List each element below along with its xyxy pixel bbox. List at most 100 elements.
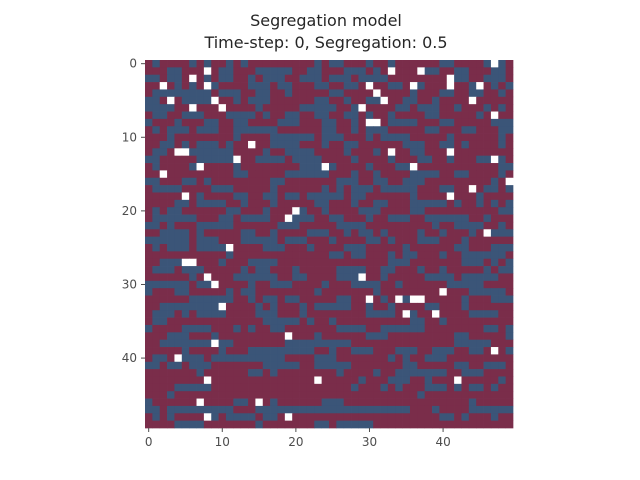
group-b-cell	[255, 148, 264, 157]
group-a-cell	[152, 126, 161, 134]
group-a-cell	[336, 89, 345, 98]
group-a-cell	[306, 133, 315, 142]
group-a-cell	[225, 405, 234, 414]
group-b-cell	[145, 185, 153, 193]
group-b-cell	[292, 74, 300, 83]
group-a-cell	[211, 185, 219, 193]
group-b-cell	[211, 104, 219, 112]
group-b-cell	[255, 361, 264, 370]
group-a-cell	[505, 199, 514, 208]
group-b-cell	[255, 244, 264, 252]
group-a-cell	[196, 155, 205, 164]
group-b-cell	[395, 170, 403, 179]
group-a-cell	[181, 302, 190, 311]
group-a-cell	[439, 266, 448, 274]
group-b-cell	[270, 89, 278, 98]
group-a-cell	[468, 347, 477, 355]
group-a-cell	[373, 67, 381, 76]
group-a-cell	[248, 280, 256, 289]
group-b-cell	[461, 317, 470, 326]
group-a-cell	[351, 221, 359, 230]
group-b-cell	[490, 163, 499, 171]
group-b-cell	[292, 324, 300, 333]
group-a-cell	[424, 376, 433, 385]
group-b-cell	[284, 251, 293, 260]
group-a-cell	[292, 133, 300, 142]
group-b-cell	[218, 96, 227, 105]
group-a-cell	[490, 413, 499, 421]
group-b-cell	[439, 332, 448, 341]
group-b-cell	[329, 266, 337, 274]
group-b-cell	[402, 126, 411, 134]
group-a-cell	[387, 324, 396, 333]
group-b-cell	[432, 295, 440, 304]
group-b-cell	[461, 310, 470, 318]
group-a-cell	[225, 251, 234, 260]
group-b-cell	[468, 140, 477, 149]
group-a-cell	[505, 118, 514, 127]
empty-cell	[218, 104, 227, 112]
group-a-cell	[218, 244, 227, 252]
group-a-cell	[439, 273, 448, 282]
group-a-cell	[159, 310, 168, 318]
group-b-cell	[380, 244, 389, 252]
group-b-cell	[454, 192, 462, 201]
group-b-cell	[189, 126, 197, 134]
group-a-cell	[189, 111, 197, 120]
group-b-cell	[152, 288, 161, 296]
group-b-cell	[373, 383, 381, 392]
group-b-cell	[255, 170, 264, 179]
group-b-cell	[454, 369, 462, 377]
group-a-cell	[299, 104, 308, 112]
group-a-cell	[174, 244, 183, 252]
group-a-cell	[284, 236, 293, 245]
group-a-cell	[314, 155, 322, 164]
group-b-cell	[380, 111, 389, 120]
group-a-cell	[292, 317, 300, 326]
group-a-cell	[417, 82, 426, 90]
group-a-cell	[461, 214, 470, 223]
group-a-cell	[181, 354, 190, 363]
group-b-cell	[387, 347, 396, 355]
group-b-cell	[380, 118, 389, 127]
group-a-cell	[189, 214, 197, 223]
group-a-cell	[454, 170, 462, 179]
group-b-cell	[152, 302, 161, 311]
group-b-cell	[277, 383, 286, 392]
group-b-cell	[409, 111, 418, 120]
group-b-cell	[167, 347, 175, 355]
group-a-cell	[336, 133, 345, 142]
group-b-cell	[233, 177, 242, 186]
group-a-cell	[270, 67, 278, 76]
group-a-cell	[358, 192, 367, 201]
group-a-cell	[152, 266, 161, 274]
group-b-cell	[159, 251, 168, 260]
group-b-cell	[189, 376, 197, 385]
group-a-cell	[203, 324, 212, 333]
group-b-cell	[174, 192, 183, 201]
group-b-cell	[189, 244, 197, 252]
group-a-cell	[306, 244, 315, 252]
group-a-cell	[145, 74, 153, 83]
group-a-cell	[365, 96, 374, 105]
group-b-cell	[387, 391, 396, 399]
group-a-cell	[461, 339, 470, 348]
group-b-cell	[380, 104, 389, 112]
group-a-cell	[343, 273, 352, 282]
group-b-cell	[299, 118, 308, 127]
group-b-cell	[321, 74, 330, 83]
group-b-cell	[358, 126, 367, 134]
group-b-cell	[468, 244, 477, 252]
group-b-cell	[159, 420, 168, 429]
group-a-cell	[270, 280, 278, 289]
group-b-cell	[483, 398, 492, 407]
group-a-cell	[351, 126, 359, 134]
group-a-cell	[292, 361, 300, 370]
group-b-cell	[336, 347, 345, 355]
group-b-cell	[306, 288, 315, 296]
group-a-cell	[321, 420, 330, 429]
group-a-cell	[203, 280, 212, 289]
group-a-cell	[240, 214, 249, 223]
group-b-cell	[277, 251, 286, 260]
